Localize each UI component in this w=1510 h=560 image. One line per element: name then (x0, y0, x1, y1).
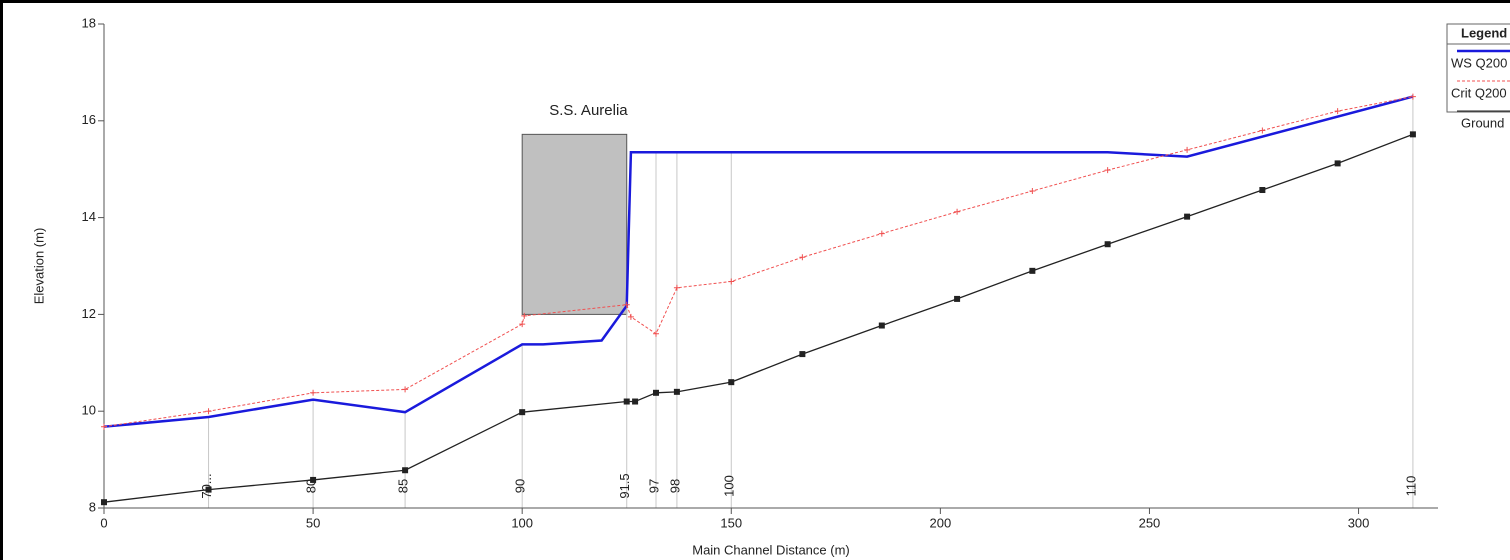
x-tick-label: 250 (1139, 515, 1161, 530)
station-label: 91.5 (617, 473, 632, 498)
marker (1184, 213, 1191, 220)
bridge-label: S.S. Aurelia (549, 102, 628, 119)
y-axis-label: Elevation (m) (31, 228, 46, 305)
y-tick-label: 12 (82, 306, 96, 321)
marker (205, 408, 212, 415)
legend-label: Crit Q200 (1451, 85, 1507, 100)
station-label: 98 (667, 479, 682, 493)
marker (205, 486, 212, 493)
marker (1029, 267, 1036, 274)
marker (1409, 93, 1416, 100)
x-tick-label: 200 (930, 515, 952, 530)
y-tick-label: 14 (82, 209, 96, 224)
legend-label: Ground (1461, 115, 1504, 130)
marker (1029, 187, 1036, 194)
legend-title: Legend (1461, 25, 1507, 40)
marker (521, 312, 528, 319)
marker (310, 476, 317, 483)
marker (673, 284, 680, 291)
station-label: 110 (1403, 476, 1418, 497)
marker (799, 351, 806, 358)
x-tick-label: 50 (306, 515, 320, 530)
marker (1334, 108, 1341, 115)
x-tick-label: 0 (100, 515, 107, 530)
marker (653, 330, 659, 337)
marker (1259, 127, 1266, 134)
marker (954, 208, 961, 215)
marker (1184, 146, 1191, 153)
marker (101, 423, 107, 430)
x-tick-label: 150 (720, 515, 742, 530)
marker (653, 389, 659, 396)
marker (799, 254, 806, 261)
legend-label: WS Q200 (1451, 55, 1507, 70)
marker (623, 398, 630, 405)
marker (310, 389, 317, 396)
y-tick-label: 18 (82, 15, 96, 30)
marker (1104, 167, 1111, 174)
marker (519, 321, 526, 328)
marker (402, 467, 409, 474)
series-line (103, 96, 1414, 428)
marker (519, 409, 526, 416)
marker (623, 301, 630, 308)
legend-box (1446, 23, 1510, 113)
marker (673, 388, 680, 395)
marker (1259, 187, 1266, 194)
marker (728, 379, 735, 386)
series-line (103, 95, 1414, 428)
marker (632, 398, 639, 405)
marker (1409, 131, 1416, 138)
bridge-deck (521, 133, 628, 315)
marker (627, 313, 634, 320)
y-tick-label: 8 (89, 499, 96, 514)
marker (402, 386, 409, 393)
x-tick-label: 100 (511, 515, 533, 530)
marker (728, 278, 735, 285)
station-label: 100 (722, 475, 737, 497)
marker (1104, 241, 1111, 248)
marker (101, 499, 107, 506)
station-label: 97 (646, 479, 661, 493)
y-tick-label: 16 (82, 112, 96, 127)
marker (878, 322, 885, 329)
y-tick-label: 10 (82, 403, 96, 418)
station-label: 85 (396, 479, 411, 493)
marker (1334, 160, 1341, 167)
x-tick-label: 300 (1348, 515, 1370, 530)
station-label: 90 (513, 479, 528, 493)
x-axis-label: Main Channel Distance (m) (692, 542, 850, 557)
marker (954, 295, 961, 302)
station-label: 70... (199, 473, 214, 498)
marker (878, 230, 885, 237)
